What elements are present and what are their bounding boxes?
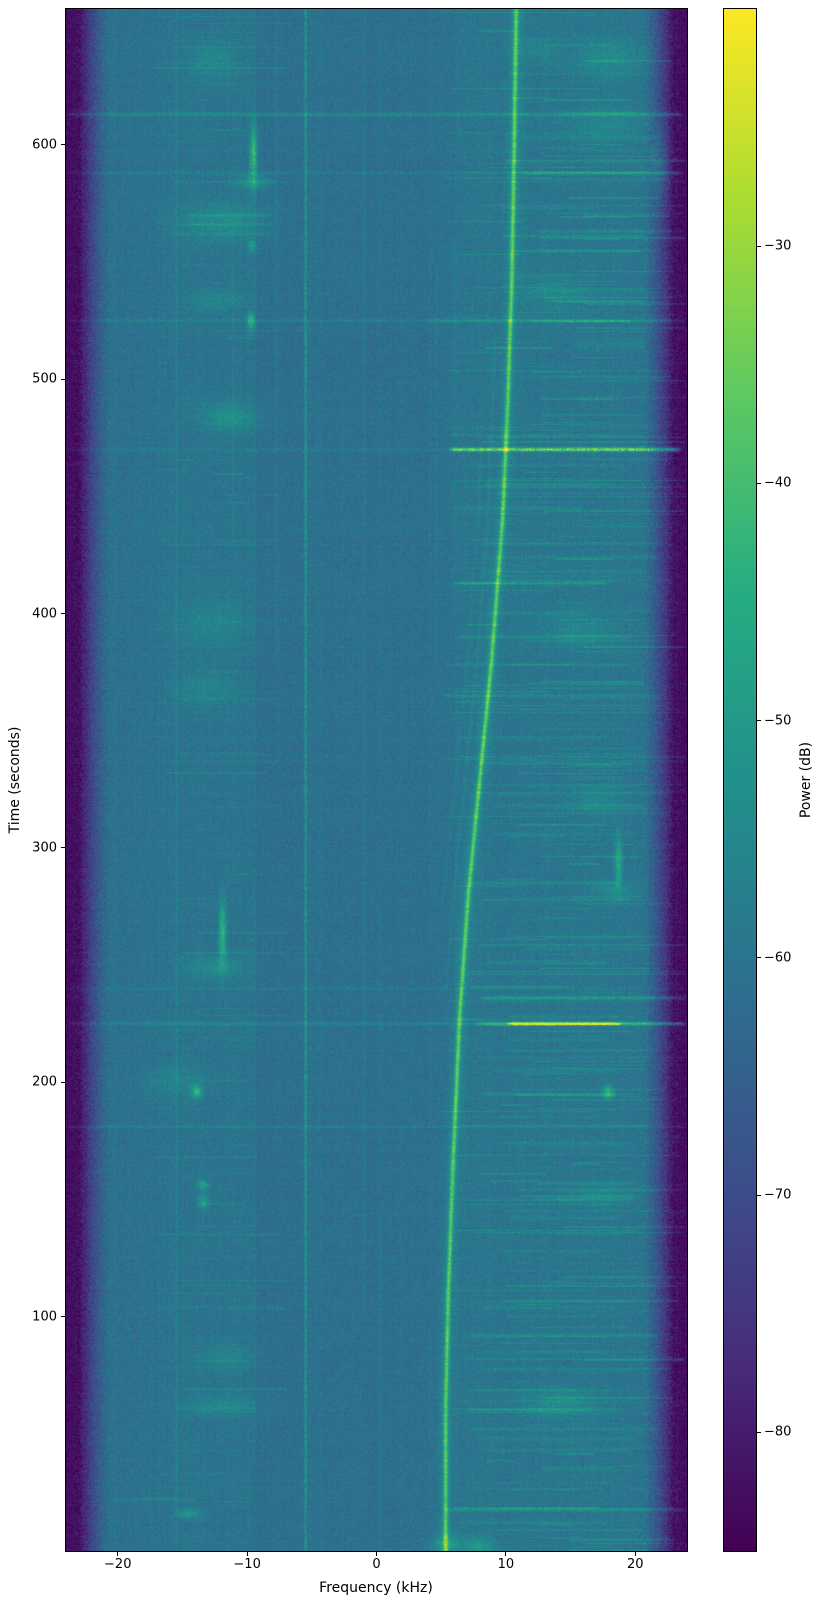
x-tick-0-mark [376,1552,377,1556]
x-tick-10-mark [505,1552,507,1556]
y-tick-500-mark [61,378,65,380]
y-tick-100-label: 100 [32,1309,57,1325]
cbar-tick--80-mark [757,1431,761,1433]
x-axis-label: Frequency (kHz) [319,1580,433,1596]
cbar-tick--60-mark [757,957,761,959]
colorbar [723,8,757,1552]
x-tick--20-mark [117,1552,119,1556]
x-tick--20-label: −20 [104,1557,132,1572]
cbar-tick--70-mark [757,1194,761,1196]
x-tick-0-label: 0 [372,1557,381,1572]
y-tick-200-mark [61,1081,65,1083]
y-tick-100-mark [61,1316,65,1318]
x-tick-20-label: 20 [626,1557,644,1572]
x-tick-20-mark [634,1552,636,1556]
cbar-tick--60-label: −60 [764,950,792,966]
y-tick-200-label: 200 [32,1074,57,1090]
y-tick-600-label: 600 [32,137,57,153]
y-tick-500-label: 500 [32,371,57,387]
colorbar-canvas [724,9,756,1551]
spectrogram-canvas [66,9,687,1551]
colorbar-label: Power (dB) [798,741,814,819]
y-tick-400-mark [61,613,65,615]
cbar-tick--30-mark [757,245,761,247]
cbar-tick--70-label: −70 [764,1187,792,1203]
cbar-tick--30-label: −30 [764,238,792,254]
spectrogram-plot [65,8,688,1552]
x-tick--10-label: −10 [233,1557,261,1572]
cbar-tick--80-label: −80 [764,1424,792,1440]
y-tick-400-label: 400 [32,606,57,622]
y-axis-label: Time (seconds) [7,726,23,834]
y-tick-600-mark [61,144,65,146]
cbar-tick--40-mark [757,482,761,484]
cbar-tick--40-label: −40 [764,475,792,491]
cbar-tick--50-label: −50 [764,713,792,729]
y-tick-300-label: 300 [32,840,57,856]
x-tick--10-mark [246,1552,248,1556]
x-tick-10-label: 10 [497,1557,515,1572]
cbar-tick--50-mark [757,720,761,722]
y-tick-300-mark [61,847,65,849]
